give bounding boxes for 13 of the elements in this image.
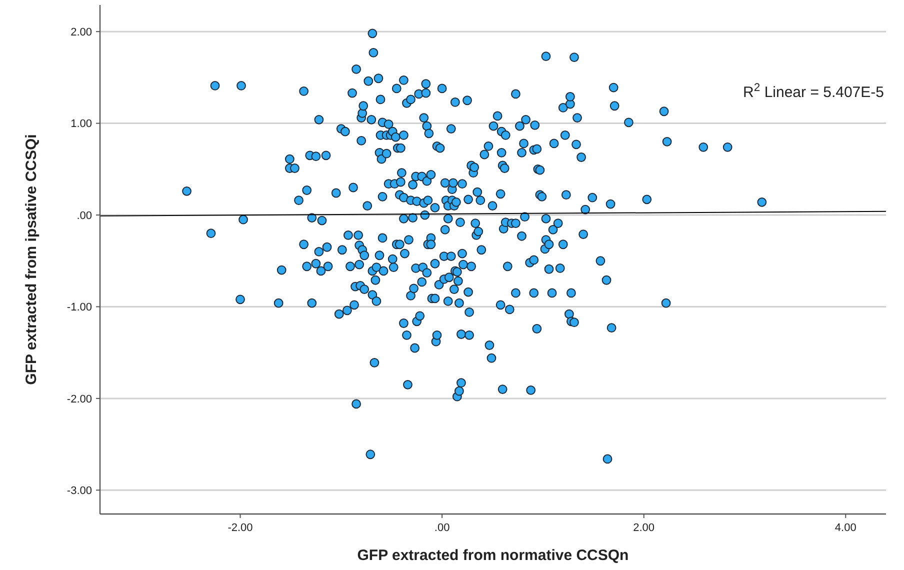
x-tick-label: 2.00: [633, 522, 655, 534]
annotation: R$^{2}$ Linear = 5.407E-5: [743, 82, 884, 101]
y-axis-title: GFP extracted from ipsative CCSQi: [23, 134, 40, 385]
y-tick-label: .00: [76, 210, 92, 222]
x-axis-title: GFP extracted from normative CCSQn: [357, 547, 629, 564]
x-tick-label: .00: [434, 522, 450, 534]
y-tick-label: 1.00: [70, 118, 92, 130]
y-tick-label: -3.00: [66, 485, 92, 498]
y-tick-label: -1.00: [66, 302, 92, 314]
x-tick-label: -2.00: [228, 522, 253, 534]
y-tick-label: 2.00: [70, 26, 92, 38]
x-tick-label: 4.00: [834, 522, 856, 534]
y-tick-label: -2.00: [66, 393, 92, 406]
